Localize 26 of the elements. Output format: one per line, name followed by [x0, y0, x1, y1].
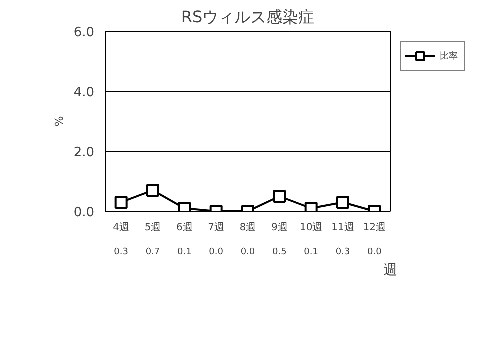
- y-axis-title: %: [52, 116, 66, 127]
- data-label: 0.7: [146, 248, 160, 258]
- x-tick-label: 7週: [208, 222, 225, 234]
- data-label: 0.1: [178, 248, 192, 258]
- x-tick-label: 4週: [113, 222, 130, 234]
- data-label: 0.0: [209, 248, 224, 258]
- data-label: 0.1: [304, 248, 319, 258]
- x-tick-label: 8週: [240, 222, 256, 234]
- x-tick-label: 9週: [271, 222, 288, 234]
- data-label: 0.5: [272, 248, 287, 258]
- x-tick-label: 6週: [176, 222, 193, 234]
- data-label: 0.3: [336, 248, 350, 258]
- x-tick-label: 10週: [300, 222, 323, 234]
- legend-label: 比率: [440, 50, 459, 62]
- y-tick-label: 0.0: [74, 206, 95, 220]
- x-tick-label: 12週: [363, 222, 386, 234]
- chart-title: RSウィルス感染症: [181, 8, 315, 26]
- y-tick-label: 6.0: [74, 26, 95, 40]
- x-axis-title: 週: [384, 262, 398, 278]
- x-tick-label: 11週: [332, 222, 354, 234]
- data-label: 0.0: [240, 248, 256, 258]
- data-label: 0.3: [114, 248, 129, 258]
- data-label: 0.0: [368, 248, 382, 258]
- y-tick-label: 4.0: [74, 86, 95, 100]
- y-tick-label: 2.0: [74, 146, 95, 160]
- x-tick-label: 5週: [144, 222, 162, 234]
